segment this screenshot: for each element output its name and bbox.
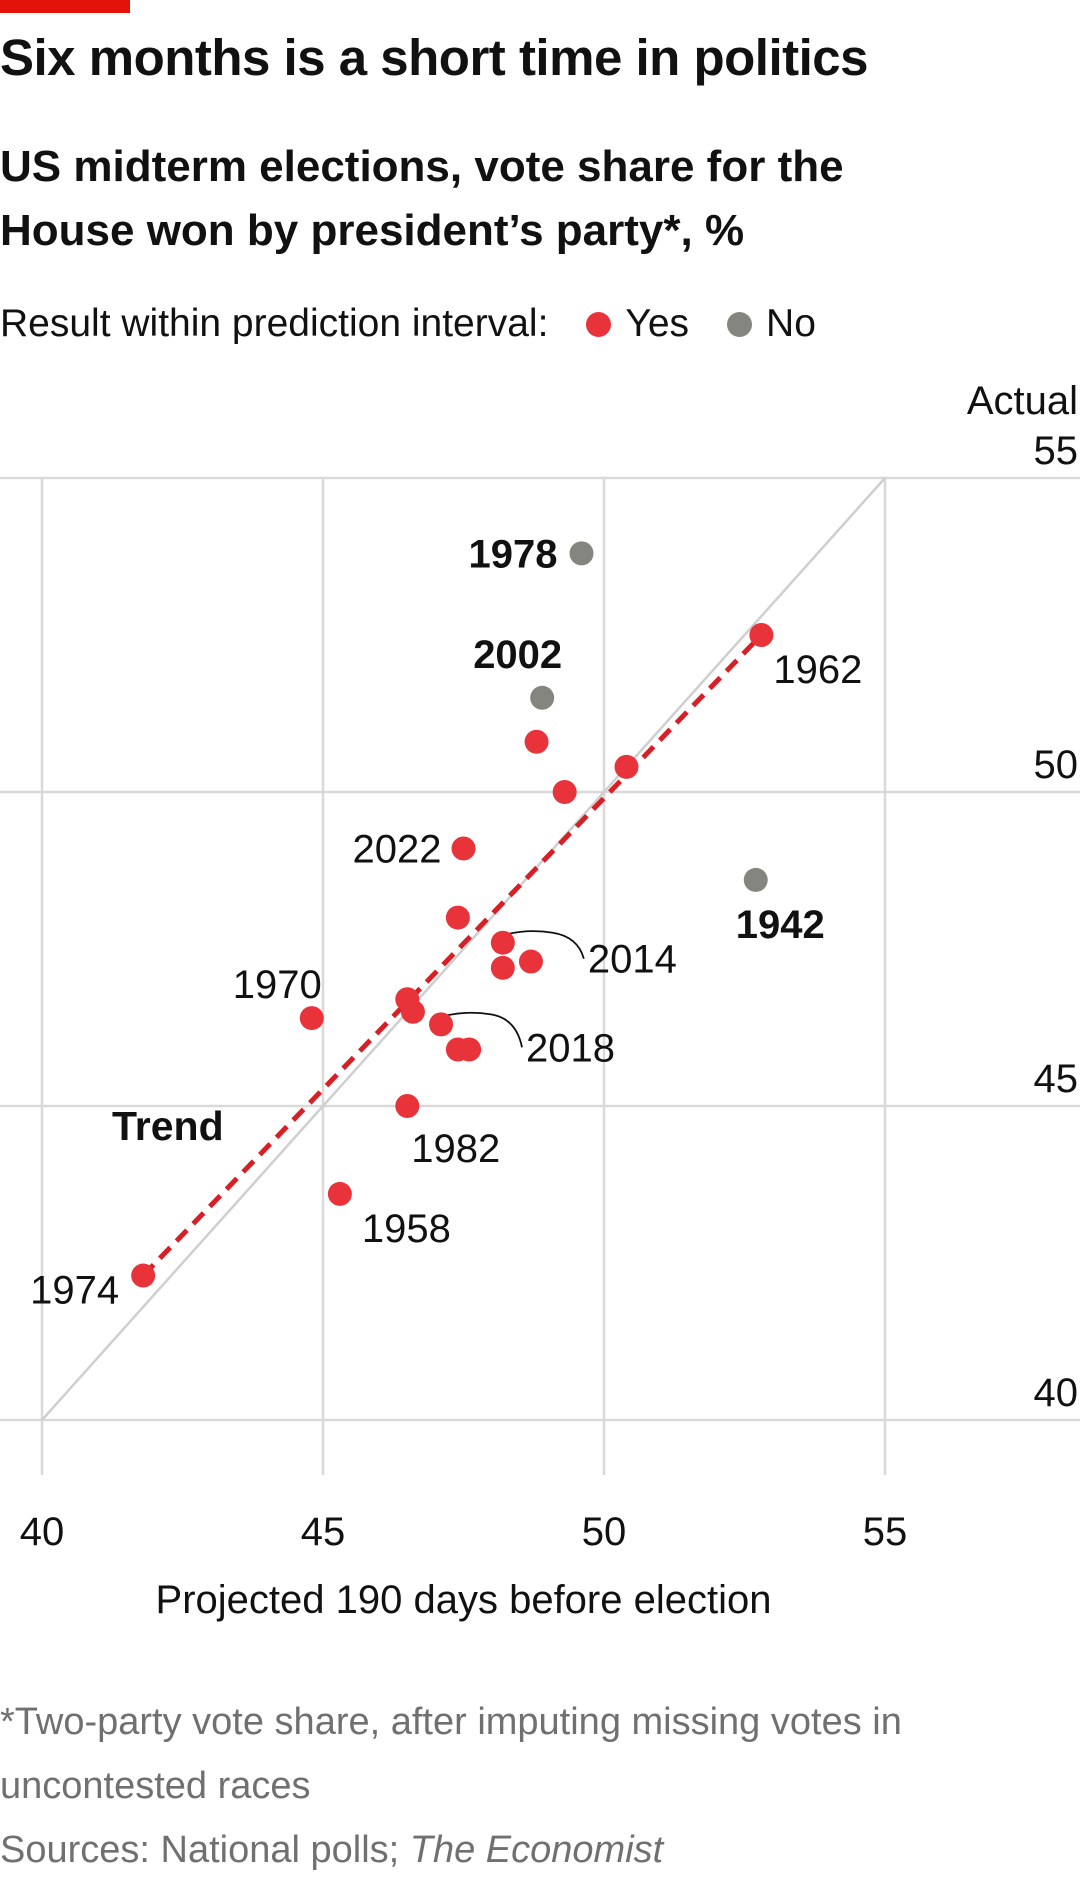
legend: Result within prediction interval: Yes N… bbox=[0, 302, 816, 346]
legend-label: Result within prediction interval: bbox=[0, 302, 549, 345]
data-point-unlabeled-6 bbox=[552, 780, 577, 804]
point-label-2018: 2018 bbox=[526, 1026, 615, 1070]
y-tick-label-45: 45 bbox=[1034, 1057, 1079, 1101]
legend-yes-label: Yes bbox=[625, 302, 690, 345]
footnote: *Two-party vote share, after imputing mi… bbox=[0, 1690, 1000, 1882]
data-point-1970 bbox=[299, 1006, 324, 1031]
data-point-2014 bbox=[490, 930, 515, 955]
point-label-2022: 2022 bbox=[353, 828, 442, 872]
point-label-2014: 2014 bbox=[588, 938, 677, 982]
sources-italic: The Economist bbox=[409, 1829, 664, 1871]
scatter-chart: Trend 1978 2002 1942 1962 2022 2014 1970 2018 198… bbox=[0, 379, 1080, 1622]
leader-lines bbox=[442, 930, 585, 1048]
leader-line-2014 bbox=[504, 930, 585, 959]
points bbox=[131, 541, 774, 1288]
point-label-1974: 1974 bbox=[30, 1269, 119, 1313]
data-point-1958 bbox=[327, 1181, 352, 1206]
legend-no-swatch bbox=[727, 311, 753, 337]
grid bbox=[0, 476, 1080, 1475]
footnote-sources: Sources: National polls; The Economist bbox=[0, 1818, 1000, 1882]
data-point-unlabeled-17 bbox=[457, 1037, 482, 1062]
diagonal-reference bbox=[41, 477, 886, 1421]
data-point-1942 bbox=[743, 867, 768, 892]
data-point-1962 bbox=[749, 623, 774, 647]
point-labels: Trend 1978 2002 1942 1962 2022 2014 1970 2018 198… bbox=[30, 532, 862, 1312]
data-point-unlabeled-10 bbox=[490, 955, 515, 980]
trend bbox=[141, 633, 764, 1278]
data-point-unlabeled-5 bbox=[614, 754, 639, 779]
x-axis-label: Projected 190 days before election bbox=[156, 1578, 772, 1622]
x-tick-label-55: 55 bbox=[863, 1510, 908, 1554]
data-point-1974 bbox=[131, 1263, 156, 1288]
leader-line-2018 bbox=[442, 1011, 523, 1048]
chart-subtitle: US midterm elections, vote share for the… bbox=[0, 142, 844, 255]
y-tick-label-40: 40 bbox=[1034, 1371, 1079, 1415]
axes: 40 45 50 55 40 45 50 55 Actual Projected 190 days… bbox=[20, 379, 1078, 1622]
point-label-2002: 2002 bbox=[473, 633, 562, 677]
data-point-unlabeled-8 bbox=[445, 905, 470, 930]
y-tick-label-50: 50 bbox=[1034, 743, 1079, 787]
point-label-1962: 1962 bbox=[773, 648, 862, 692]
sources-prefix: Sources: National polls; bbox=[0, 1829, 410, 1871]
data-point-unlabeled-11 bbox=[518, 949, 543, 974]
point-label-1942: 1942 bbox=[736, 903, 825, 947]
footnote-note: *Two-party vote share, after imputing mi… bbox=[0, 1701, 902, 1807]
data-point-unlabeled-4 bbox=[524, 729, 549, 754]
data-point-1982 bbox=[395, 1094, 420, 1118]
accent-bar bbox=[0, 0, 130, 13]
data-point-unlabeled-14 bbox=[400, 999, 425, 1024]
x-tick-label-50: 50 bbox=[582, 1510, 627, 1554]
y-axis-label: Actual bbox=[967, 379, 1078, 423]
point-label-1978: 1978 bbox=[469, 532, 558, 576]
data-point-2002 bbox=[530, 685, 555, 710]
data-point-1978 bbox=[569, 541, 594, 566]
x-tick-label-40: 40 bbox=[20, 1510, 65, 1554]
point-label-1958: 1958 bbox=[362, 1207, 451, 1251]
data-point-2018 bbox=[429, 1012, 454, 1037]
data-point-2022 bbox=[451, 836, 476, 861]
trend-line bbox=[141, 633, 764, 1278]
point-label-1982: 1982 bbox=[411, 1127, 500, 1171]
diagonal-line bbox=[41, 477, 886, 1421]
legend-yes-swatch bbox=[586, 311, 612, 337]
point-label-1970: 1970 bbox=[233, 963, 322, 1007]
trend-label: Trend bbox=[112, 1103, 224, 1149]
chart-title: Six months is a short time in politics bbox=[0, 29, 869, 86]
x-tick-label-45: 45 bbox=[301, 1510, 346, 1554]
y-tick-label-55: 55 bbox=[1034, 429, 1079, 473]
legend-no-label: No bbox=[766, 302, 816, 345]
